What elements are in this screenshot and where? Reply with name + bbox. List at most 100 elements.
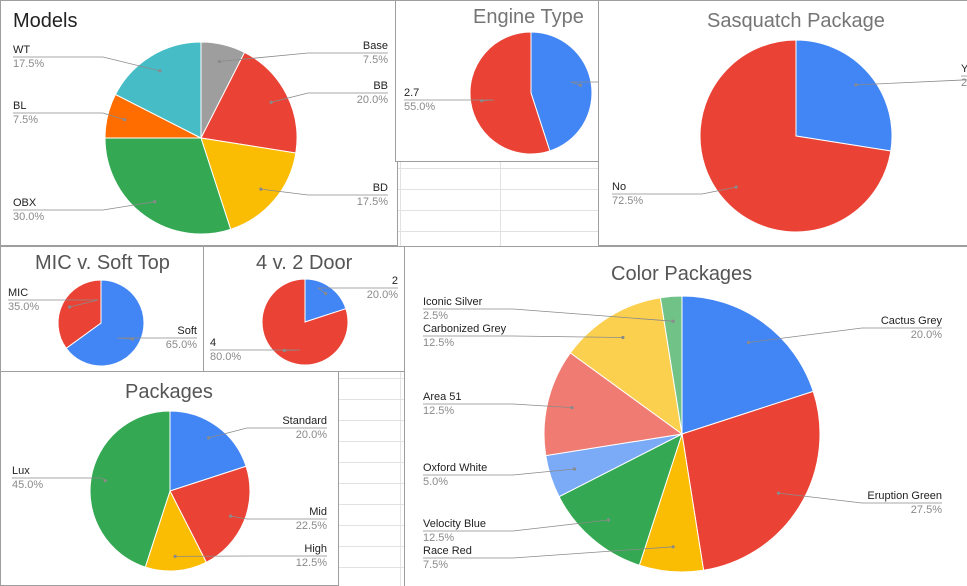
packages-slice-high[interactable] <box>144 489 207 572</box>
mic-pie-svg: Soft 65.0% MIC 35.0% <box>8 279 197 367</box>
mic-label-soft: Soft <box>177 325 197 337</box>
packages-slice-mid[interactable] <box>169 465 251 563</box>
packages-slice-lux[interactable] <box>89 410 171 568</box>
packages-leader-line-standard <box>208 427 327 439</box>
color-value-velocity-blue: 12.5% <box>423 532 454 544</box>
mic-slice-soft[interactable] <box>65 279 145 367</box>
color-slice-velocity-blue[interactable] <box>558 433 683 566</box>
models-slice-obx[interactable] <box>104 137 232 235</box>
color-value-cactus-grey: 20.0% <box>911 329 942 341</box>
models-value-bl: 7.5% <box>13 114 38 126</box>
color-slice-area-51[interactable] <box>543 352 684 457</box>
models-leader-dot-wt <box>158 69 162 73</box>
sasquatch-value-no: 72.5% <box>612 195 643 207</box>
models-slice-bb[interactable] <box>200 51 298 154</box>
color-leader-dot-race-red <box>671 545 675 549</box>
color-value-race-red: 7.5% <box>423 559 448 571</box>
packages-value-high: 12.5% <box>296 557 327 569</box>
models-leader-line-bd <box>260 188 388 196</box>
mic-value-soft: 65.0% <box>166 339 197 351</box>
engine-leader-dot-2-7 <box>480 99 484 103</box>
sasquatch-slice-no[interactable] <box>699 39 892 233</box>
sasquatch-leader-line-y <box>855 75 967 86</box>
color-value-area-51: 12.5% <box>423 405 454 417</box>
color-leader-dot-cactus-grey <box>746 340 751 345</box>
engine-value-2-7: 55.0% <box>404 101 435 113</box>
models-leader-line-bb <box>271 92 388 103</box>
packages-leader-line-mid <box>230 515 327 520</box>
color-leader-line-area-51 <box>423 403 573 408</box>
packages-label-high: High <box>304 543 327 555</box>
models-slice-bd[interactable] <box>200 137 297 230</box>
color-value-oxford-white: 5.0% <box>423 476 448 488</box>
color-label-race-red: Race Red <box>423 545 472 557</box>
models-label-obx: OBX <box>13 197 37 209</box>
models-leader-dot-obx <box>153 200 157 204</box>
packages-value-mid: 22.5% <box>296 520 327 532</box>
color-label-carbonized-grey: Carbonized Grey <box>423 323 507 335</box>
door-label-4: 4 <box>210 337 216 349</box>
color-leader-line-velocity-blue <box>423 519 609 532</box>
door-pie-svg: 2 20.0% 4 80.0% <box>210 275 398 366</box>
chart-title-sasquatch: Sasquatch Package <box>707 10 885 32</box>
models-value-bd: 17.5% <box>357 196 388 208</box>
mic-value-mic: 35.0% <box>8 301 39 313</box>
models-slice-wt[interactable] <box>114 41 202 139</box>
sasquatch-leader-dot-no <box>734 185 738 189</box>
sasquatch-leader-line-no <box>612 186 737 195</box>
engine-slice-2-7[interactable] <box>469 31 551 155</box>
chart-title-engine-type: Engine Type <box>473 6 584 28</box>
packages-value-standard: 20.0% <box>296 429 327 441</box>
engine-slice-2-3[interactable] <box>530 31 593 152</box>
models-label-base: Base <box>363 40 388 52</box>
door-leader-line-4 <box>210 349 301 351</box>
color-leader-line-race-red <box>423 546 674 559</box>
sasquatch-slice-y[interactable] <box>795 39 893 152</box>
color-leader-line-carbonized-grey <box>423 335 623 338</box>
models-label-wt: WT <box>13 44 30 56</box>
color-value-eruption-green: 27.5% <box>911 504 942 516</box>
color-leader-line-eruption-green <box>778 492 942 504</box>
color-value-carbonized-grey: 12.5% <box>423 337 454 349</box>
models-value-obx: 30.0% <box>13 211 44 223</box>
packages-slice-standard[interactable] <box>169 410 247 492</box>
chart-door[interactable]: 2 20.0% 4 80.0% 4 v. 2 Door <box>203 246 405 372</box>
chart-title-door: 4 v. 2 Door <box>256 252 353 274</box>
packages-value-lux: 45.0% <box>12 479 43 491</box>
door-slice-2[interactable] <box>304 278 347 323</box>
models-leader-line-wt <box>13 56 160 72</box>
models-label-bl: BL <box>13 100 26 112</box>
models-leader-line-bl <box>13 112 125 120</box>
models-leader-dot-bb <box>269 100 273 104</box>
chart-models[interactable]: Base 7.5% BB 20.0% BD 17.5% OBX 30.0% BL 7.5% WT 17… <box>0 0 398 246</box>
models-value-bb: 20.0% <box>357 94 388 106</box>
mic-slice-mic[interactable] <box>57 279 102 349</box>
door-value-4: 80.0% <box>210 351 241 363</box>
packages-label-lux: Lux <box>12 465 30 477</box>
engine-label-2-7: 2.7 <box>404 87 419 99</box>
door-slice-4[interactable] <box>261 278 349 366</box>
models-label-bd: BD <box>373 182 388 194</box>
color-slice-iconic-silver[interactable] <box>659 295 683 435</box>
color-value-iconic-silver: 2.5% <box>423 310 448 322</box>
chart-sasquatch-package[interactable]: Y 27.5 No 72.5% Sasquatch Package <box>598 0 967 246</box>
packages-label-standard: Standard <box>282 415 327 427</box>
chart-packages[interactable]: Standard 20.0% Mid 22.5% High 12.5% Lux 45.0% P… <box>0 371 339 586</box>
models-label-bb: BB <box>373 80 388 92</box>
models-value-wt: 17.5% <box>13 58 44 70</box>
mic-leader-dot-mic <box>68 305 72 309</box>
color-leader-dot-carbonized-grey <box>621 335 625 340</box>
packages-pie-svg: Standard 20.0% Mid 22.5% High 12.5% Lux 45.0% <box>12 410 327 572</box>
packages-label-mid: Mid <box>309 506 327 518</box>
chart-mic-soft-top[interactable]: Soft 65.0% MIC 35.0% MIC v. Soft Top <box>0 246 204 372</box>
models-leader-line-base <box>219 52 388 62</box>
color-leader-line-oxford-white <box>423 468 575 476</box>
chart-color-packages[interactable]: Cactus Grey 20.0% Eruption Green 27.5% Race … <box>404 246 967 586</box>
color-slice-cactus-grey[interactable] <box>681 295 814 435</box>
sasquatch-pie-svg: Y 27.5 No 72.5% <box>612 39 967 233</box>
chart-title-packages: Packages <box>125 381 213 403</box>
color-slice-eruption-green[interactable] <box>681 390 821 571</box>
models-value-base: 7.5% <box>363 54 388 66</box>
color-leader-line-iconic-silver <box>423 308 674 322</box>
color-label-eruption-green: Eruption Green <box>867 490 942 502</box>
